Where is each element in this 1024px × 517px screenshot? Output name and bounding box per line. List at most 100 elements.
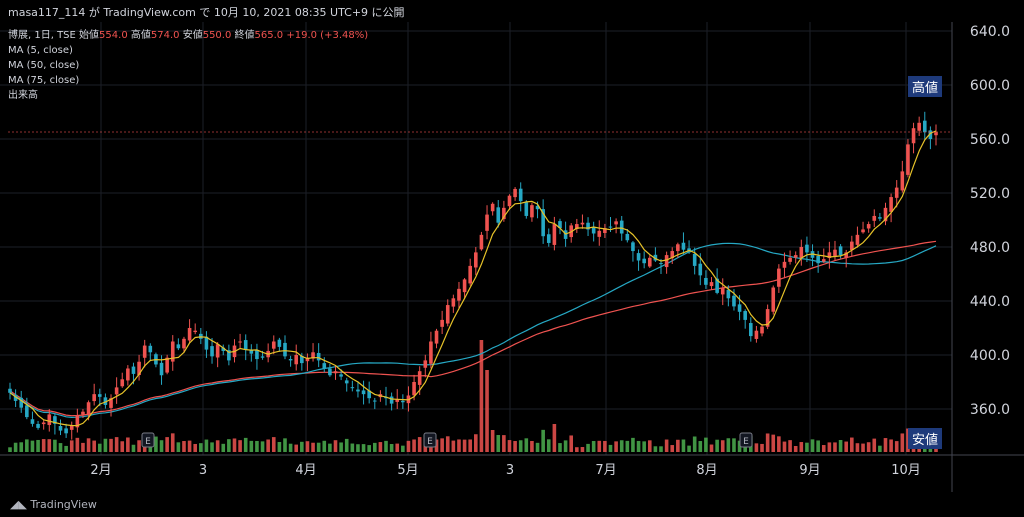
volume-bar [47, 439, 52, 452]
volume-bar [97, 443, 102, 452]
volume-bar [575, 447, 579, 452]
volume-bar [793, 446, 798, 452]
candle-body [889, 197, 893, 212]
price-axis[interactable]: 640.0 600.0 560.0 520.0 480.0 440.0 400.0 360.0 [970, 24, 1010, 418]
volume-bar [120, 441, 125, 452]
candle-body [906, 144, 910, 175]
price-chart[interactable]: E E E 640.0 600.0 560.0 520.0 480.0 440.0 400.0 3… [0, 22, 1024, 492]
volume-bar [154, 436, 158, 452]
high-value: 574.0 [150, 30, 180, 41]
volume-bar [221, 443, 226, 452]
candle-body [720, 287, 725, 295]
open-label: 始値 [79, 30, 100, 41]
candle-body [603, 228, 607, 233]
volume-bar [546, 439, 551, 452]
candle-body [513, 188, 517, 198]
candle-body [737, 304, 742, 312]
volume-bar [131, 444, 136, 452]
candle-body [608, 226, 613, 228]
candle-body [445, 305, 450, 324]
earnings-marker-label: E [427, 437, 433, 447]
candle-body [137, 361, 141, 376]
volume-bar [339, 442, 343, 452]
volume-bar [64, 445, 68, 452]
candle-body [619, 220, 624, 234]
candle-body [148, 345, 153, 353]
volume-bar [765, 433, 770, 452]
volume-bar [300, 441, 304, 452]
candle-body [92, 394, 96, 402]
volume-bar [255, 440, 259, 452]
earnings-marker[interactable] [423, 432, 437, 448]
candle-body [490, 203, 495, 212]
volume-bar [530, 440, 534, 452]
earnings-marker[interactable] [141, 432, 155, 448]
volume-bar [260, 441, 265, 452]
ma5-legend[interactable]: MA (5, close) [8, 45, 73, 56]
volume-bar [92, 440, 96, 452]
logo-text: TradingView [30, 498, 97, 511]
time-axis[interactable]: 2月 3 4月 5月 3 7月 8月 9月 10月 [90, 463, 920, 478]
candle-body [97, 394, 102, 397]
volume-bar [109, 438, 113, 452]
volume-legend[interactable]: 出来高 [8, 90, 38, 101]
candle-body [277, 339, 282, 347]
volume-bar [805, 442, 809, 452]
volume-bar [670, 445, 675, 452]
tradingview-logo[interactable]: ◢◣ TradingView [10, 498, 97, 511]
candle-body [25, 405, 29, 418]
volume-bar [563, 440, 568, 452]
volume-bar [715, 439, 719, 452]
candle-body [552, 224, 557, 245]
volume-bar [597, 440, 602, 452]
candle-body [894, 187, 899, 198]
volume-bar [855, 443, 860, 452]
volume-bar [653, 446, 658, 452]
change-value: +19.0 (+3.48%) [286, 30, 369, 41]
candle-body [333, 371, 338, 374]
low-label: 安値 [182, 30, 203, 41]
candle-body [614, 221, 618, 225]
volume-bar [647, 440, 652, 452]
earnings-marker[interactable] [739, 432, 753, 448]
candle-body [176, 344, 181, 349]
ma75-path [9, 240, 937, 417]
candle-body [911, 128, 916, 144]
volume-bar [833, 442, 837, 452]
volume-bar [474, 434, 478, 452]
candle-body [855, 234, 860, 245]
ma75-legend[interactable]: MA (75, close) [8, 75, 80, 86]
volume-bar [294, 444, 299, 452]
candle-body [142, 345, 147, 358]
volume-bar [479, 340, 484, 452]
volume-bar [126, 437, 130, 452]
volume-bar [692, 436, 697, 452]
candle-body [749, 323, 753, 337]
candle-body [580, 222, 585, 225]
candle-body [294, 355, 299, 365]
volume-bar [384, 440, 388, 452]
candle-body [474, 252, 478, 268]
x-tick-label: 8月 [696, 463, 717, 478]
volume-bar [137, 440, 141, 452]
volume-bar [227, 439, 231, 452]
volume-bar [305, 441, 310, 452]
volume-bar [288, 443, 293, 452]
candle-body [726, 289, 731, 299]
candle-body [468, 265, 472, 284]
footer: ◢◣ TradingView [0, 492, 1024, 517]
candle-body [704, 277, 708, 285]
volume-bar [322, 440, 327, 452]
volume-bar [889, 439, 893, 452]
volume-bar [277, 441, 282, 452]
ma50-legend[interactable]: MA (50, close) [8, 60, 80, 71]
candle-body [659, 263, 663, 265]
volume-bar [215, 440, 220, 452]
candle-body [692, 253, 697, 266]
volume-bar [704, 437, 708, 452]
candle-body [518, 188, 523, 202]
volume-bar [502, 435, 506, 452]
candle-body [883, 207, 888, 222]
candle-body [676, 244, 680, 252]
